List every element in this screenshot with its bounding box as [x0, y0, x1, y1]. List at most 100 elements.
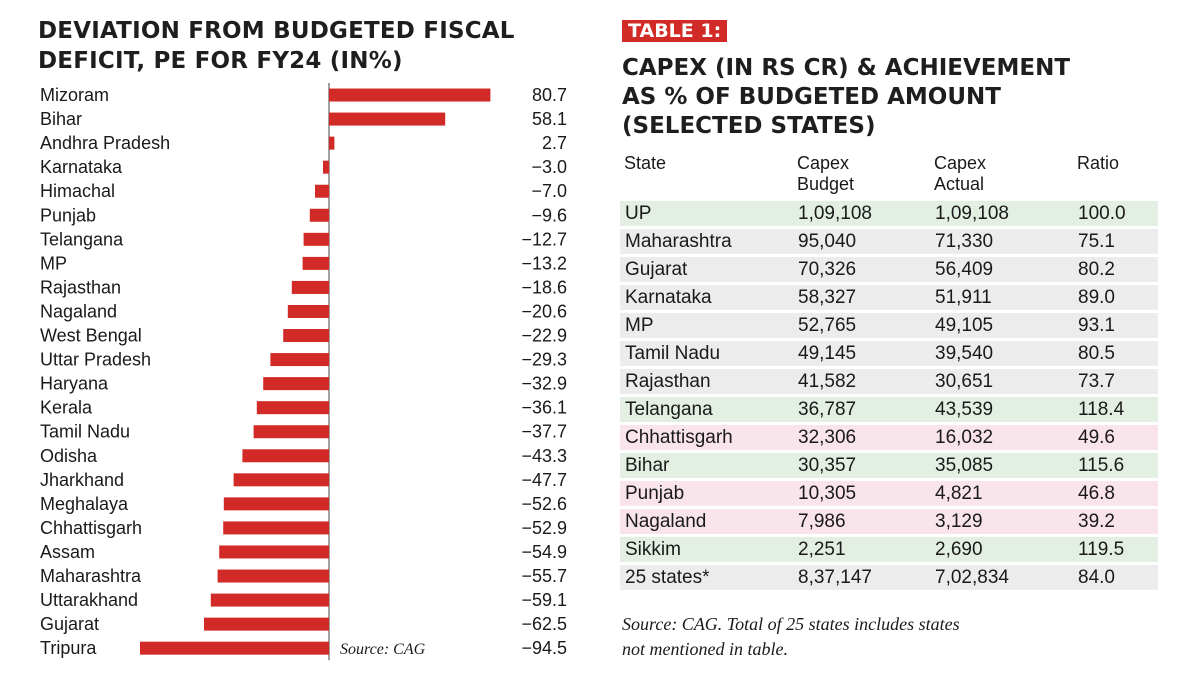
category-label: West Bengal — [40, 326, 142, 346]
cell-capex-budget: 95,040 — [793, 229, 930, 254]
value-label: 58.1 — [532, 109, 567, 129]
category-label: Tripura — [40, 638, 97, 658]
capex-table: State Capex Budget Capex Actual Ratio UP 1,… — [620, 150, 1158, 593]
bar — [315, 184, 329, 198]
category-label: Jharkhand — [40, 470, 124, 490]
bar — [233, 473, 329, 487]
cell-capex-actual: 56,409 — [930, 257, 1073, 282]
cell-capex-budget: 36,787 — [793, 397, 930, 422]
table-row: Telangana 36,787 43,539 118.4 — [620, 397, 1158, 422]
cell-state: Gujarat — [620, 257, 793, 282]
category-label: Bihar — [40, 109, 82, 129]
table-source-note: Source: CAG. Total of 25 states includes… — [622, 612, 1182, 662]
cell-capex-actual: 4,821 — [930, 481, 1073, 506]
table-row: UP 1,09,108 1,09,108 100.0 — [620, 201, 1158, 226]
category-label: Andhra Pradesh — [40, 133, 170, 153]
bar — [283, 329, 329, 343]
header-actual-line-2: Actual — [934, 174, 985, 194]
cell-state: Rajasthan — [620, 369, 793, 394]
cell-state: Telangana — [620, 397, 793, 422]
cell-state: Sikkim — [620, 537, 793, 562]
bar — [302, 256, 329, 270]
bar — [223, 521, 329, 535]
table-row: Punjab 10,305 4,821 46.8 — [620, 481, 1158, 506]
category-label: Karnataka — [40, 157, 123, 177]
cell-ratio: 119.5 — [1073, 537, 1158, 562]
value-label: 2.7 — [542, 133, 567, 153]
value-label: −7.0 — [531, 181, 567, 201]
cell-capex-actual: 43,539 — [930, 397, 1073, 422]
header-actual-line-1: Capex — [934, 153, 987, 173]
category-label: Haryana — [40, 374, 109, 394]
cell-capex-actual: 35,085 — [930, 453, 1073, 478]
table-row: Gujarat 70,326 56,409 80.2 — [620, 257, 1158, 282]
category-label: Punjab — [40, 205, 96, 225]
table-title-line-2: AS % OF BUDGETED AMOUNT — [622, 84, 1001, 110]
value-label: −94.5 — [521, 638, 567, 658]
cell-ratio: 75.1 — [1073, 229, 1158, 254]
cell-capex-actual: 1,09,108 — [930, 201, 1073, 226]
bar — [140, 641, 329, 655]
bar — [270, 353, 329, 367]
cell-ratio: 89.0 — [1073, 285, 1158, 310]
bar — [329, 112, 446, 126]
value-label: −32.9 — [521, 374, 567, 394]
category-label: Nagaland — [40, 301, 117, 321]
cell-state: Maharashtra — [620, 229, 793, 254]
cell-capex-actual: 16,032 — [930, 425, 1073, 450]
cell-state: Punjab — [620, 481, 793, 506]
category-label: Meghalaya — [40, 494, 129, 514]
cell-ratio: 80.5 — [1073, 341, 1158, 366]
cell-capex-budget: 10,305 — [793, 481, 930, 506]
category-label: MP — [40, 253, 67, 273]
category-label: Uttarakhand — [40, 590, 138, 610]
table-row: MP 52,765 49,105 93.1 — [620, 313, 1158, 338]
value-label: −52.9 — [521, 518, 567, 538]
value-label: −9.6 — [531, 205, 567, 225]
table-row: Rajasthan 41,582 30,651 73.7 — [620, 369, 1158, 394]
value-label: 80.7 — [532, 85, 567, 105]
cell-ratio: 80.2 — [1073, 257, 1158, 282]
cell-capex-actual: 7,02,834 — [930, 565, 1073, 590]
cell-capex-budget: 49,145 — [793, 341, 930, 366]
cell-ratio: 84.0 — [1073, 565, 1158, 590]
bar — [219, 545, 329, 559]
table-row: 25 states* 8,37,147 7,02,834 84.0 — [620, 565, 1158, 590]
cell-capex-budget: 8,37,147 — [793, 565, 930, 590]
chart-title: DEVIATION FROM BUDGETED FISCAL DEFICIT, … — [38, 16, 578, 76]
category-label: Mizoram — [40, 85, 109, 105]
table-row: Chhattisgarh 32,306 16,032 49.6 — [620, 425, 1158, 450]
cell-state: Nagaland — [620, 509, 793, 534]
chart-title-line-2: DEFICIT, PE FOR FY24 (IN%) — [38, 48, 403, 74]
value-label: −43.3 — [521, 446, 567, 466]
deviation-bar-chart: Mizoram 80.7 Bihar 58.1 Andhra Pradesh 2.7 Kar… — [40, 83, 567, 661]
cell-state: Karnataka — [620, 285, 793, 310]
bar — [323, 160, 329, 174]
chart-source-note: Source: CAG — [340, 641, 426, 658]
bar — [210, 593, 329, 607]
bar — [329, 88, 491, 102]
cell-capex-budget: 1,09,108 — [793, 201, 930, 226]
cell-capex-actual: 3,129 — [930, 509, 1073, 534]
cell-state: Tamil Nadu — [620, 341, 793, 366]
value-label: −20.6 — [521, 301, 567, 321]
bar — [204, 617, 329, 631]
chart-title-line-1: DEVIATION FROM BUDGETED FISCAL — [38, 18, 515, 44]
table-row: Karnataka 58,327 51,911 89.0 — [620, 285, 1158, 310]
table-row: Tamil Nadu 49,145 39,540 80.5 — [620, 341, 1158, 366]
cell-capex-actual: 71,330 — [930, 229, 1073, 254]
table-row: Bihar 30,357 35,085 115.6 — [620, 453, 1158, 478]
bar — [303, 232, 329, 246]
cell-capex-budget: 58,327 — [793, 285, 930, 310]
header-ratio: Ratio — [1073, 153, 1158, 198]
value-label: −22.9 — [521, 326, 567, 346]
bar — [309, 208, 329, 222]
cell-capex-budget: 2,251 — [793, 537, 930, 562]
category-label: Gujarat — [40, 614, 99, 634]
cell-ratio: 73.7 — [1073, 369, 1158, 394]
category-label: Maharashtra — [40, 566, 142, 586]
cell-ratio: 49.6 — [1073, 425, 1158, 450]
cell-capex-actual: 49,105 — [930, 313, 1073, 338]
capex-table-body: UP 1,09,108 1,09,108 100.0 Maharashtra 95,040… — [620, 201, 1158, 590]
cell-state: Bihar — [620, 453, 793, 478]
